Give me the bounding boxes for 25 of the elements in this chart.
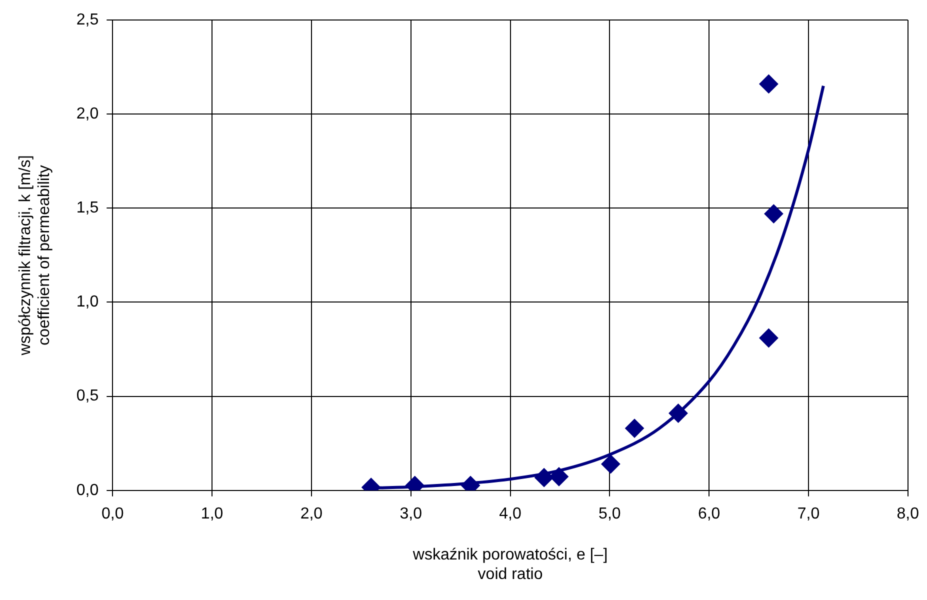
point (549, 467, 568, 486)
x-tick-label: 2,0 (300, 505, 323, 522)
x-axis-title: wskaźnik porowatości, e [–] void ratio (412, 546, 608, 583)
point (534, 468, 554, 488)
x-tick-label: 6,0 (698, 505, 720, 522)
x-tick-label: 3,0 (400, 505, 422, 522)
y-tick-label: 0,5 (76, 388, 99, 405)
point (601, 454, 620, 474)
y-tick-label: 1,0 (76, 294, 99, 311)
y-tick-label: 2,5 (76, 11, 99, 28)
x-tick-label: 8,0 (896, 505, 920, 522)
y-axis-title: współczynnik filtracji, k [m/s] coefficient of permeability (17, 155, 54, 356)
point (759, 328, 778, 348)
y-tick-label: 1,5 (76, 200, 99, 217)
point (764, 204, 784, 224)
point (759, 74, 778, 94)
x-tick-label: 0,0 (102, 505, 124, 522)
x-tick-label: 5,0 (598, 505, 621, 522)
y-tick-label: 0,0 (76, 482, 99, 499)
x-tick-label: 7,0 (797, 505, 820, 522)
x-tick-label: 1,0 (200, 505, 224, 522)
point (668, 404, 688, 423)
point (625, 418, 644, 438)
y-tick-label: 2,0 (76, 105, 99, 122)
x-tick-label: 4,0 (499, 505, 522, 522)
